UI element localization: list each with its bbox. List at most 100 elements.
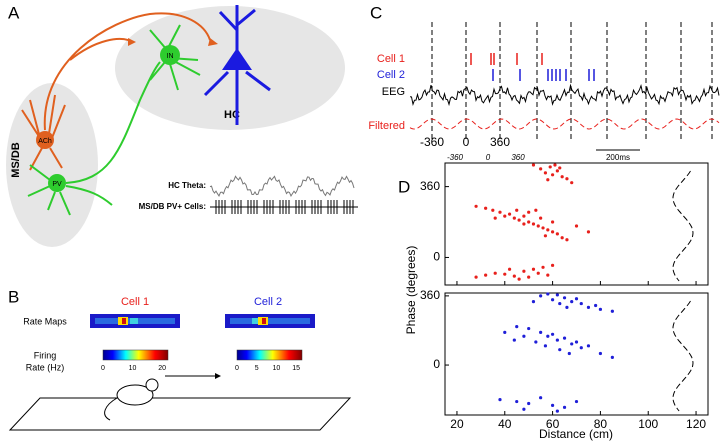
point bbox=[474, 204, 478, 208]
row-label: Rate (Hz) bbox=[26, 362, 65, 372]
point bbox=[484, 206, 488, 210]
colorbar bbox=[236, 349, 303, 361]
point bbox=[527, 210, 531, 214]
point bbox=[586, 305, 591, 310]
rate-map bbox=[90, 314, 315, 328]
point bbox=[498, 210, 502, 214]
point bbox=[474, 275, 478, 279]
colorbar-tick-label: 15 bbox=[292, 365, 300, 372]
point bbox=[527, 220, 531, 224]
colorbar-tick-label: 5 bbox=[255, 365, 259, 372]
trace-label: HC Theta: bbox=[168, 181, 206, 190]
point bbox=[570, 342, 574, 346]
colorbar-tick-label: 0 bbox=[101, 365, 105, 372]
y-tick-label: 0 bbox=[433, 250, 440, 264]
point bbox=[560, 236, 564, 240]
point bbox=[586, 344, 591, 348]
plot-frame bbox=[444, 292, 709, 416]
ach-soma bbox=[36, 131, 54, 149]
point bbox=[531, 222, 536, 226]
point bbox=[574, 297, 579, 301]
point bbox=[522, 214, 526, 218]
pv-neuron bbox=[27, 24, 201, 216]
point bbox=[484, 273, 488, 277]
point bbox=[594, 303, 598, 308]
point bbox=[558, 166, 562, 170]
spike-train bbox=[215, 200, 354, 214]
point bbox=[574, 340, 579, 344]
point bbox=[598, 307, 603, 311]
msdb-region bbox=[6, 83, 98, 247]
point bbox=[555, 169, 559, 173]
point bbox=[503, 330, 507, 334]
point bbox=[507, 267, 512, 271]
point bbox=[610, 309, 614, 313]
point bbox=[534, 340, 538, 344]
colorbar bbox=[102, 349, 169, 361]
trace-label: Filtered bbox=[368, 120, 405, 132]
colorbar-tick-label: 10 bbox=[129, 365, 137, 372]
colorbar-tick-label: 20 bbox=[158, 365, 166, 372]
trace-label: MS/DB PV+ Cells: bbox=[139, 202, 206, 211]
point bbox=[527, 326, 531, 331]
point bbox=[550, 298, 555, 302]
point bbox=[550, 263, 555, 267]
cell1-spikes bbox=[470, 53, 543, 65]
point bbox=[531, 163, 536, 167]
point bbox=[560, 175, 564, 179]
point bbox=[517, 277, 521, 281]
point bbox=[503, 214, 507, 218]
phase-label: -360 bbox=[420, 135, 444, 149]
point bbox=[565, 238, 569, 242]
point bbox=[541, 226, 545, 230]
y-tick-label: 360 bbox=[420, 179, 440, 193]
point bbox=[562, 405, 567, 409]
x-tick-label: 20 bbox=[450, 417, 464, 431]
point bbox=[493, 271, 497, 275]
panel-label: B bbox=[8, 287, 19, 306]
point bbox=[555, 338, 559, 342]
cell-name: Cell 2 bbox=[254, 296, 282, 308]
point bbox=[534, 208, 538, 212]
point bbox=[507, 212, 512, 216]
trace-label: EEG bbox=[382, 86, 405, 98]
theta-trace bbox=[209, 175, 355, 197]
point bbox=[543, 344, 548, 348]
point bbox=[553, 163, 557, 167]
phase-label-small: -360 bbox=[447, 153, 464, 162]
x-tick-label: 120 bbox=[686, 417, 706, 431]
colorbar-tick-label: 0 bbox=[235, 365, 239, 372]
point bbox=[562, 296, 567, 300]
cell-label: IN bbox=[167, 53, 174, 60]
x-tick-label: 100 bbox=[638, 417, 658, 431]
cell-name: Cell 1 bbox=[121, 296, 149, 308]
point bbox=[565, 177, 569, 181]
phase-label: 0 bbox=[463, 135, 470, 149]
point bbox=[543, 234, 548, 238]
phase-label: 360 bbox=[490, 135, 510, 149]
point bbox=[522, 269, 526, 273]
point bbox=[579, 346, 583, 350]
point bbox=[512, 274, 516, 278]
pyramidal-neuron bbox=[203, 5, 271, 125]
row-label: Firing bbox=[34, 350, 57, 360]
point bbox=[550, 173, 555, 177]
point bbox=[498, 398, 502, 402]
track bbox=[8, 397, 352, 431]
point bbox=[579, 301, 583, 306]
y-tick-label: 360 bbox=[420, 288, 440, 302]
point bbox=[539, 330, 543, 334]
point bbox=[550, 332, 555, 336]
point bbox=[527, 275, 531, 279]
point bbox=[522, 222, 526, 226]
point bbox=[531, 300, 536, 304]
point bbox=[536, 271, 540, 275]
point bbox=[543, 171, 548, 175]
point bbox=[515, 325, 519, 329]
point bbox=[598, 351, 603, 356]
point bbox=[550, 403, 555, 407]
eeg-trace bbox=[409, 83, 720, 107]
point bbox=[539, 396, 543, 400]
row-label: Rate Maps bbox=[23, 316, 67, 326]
point bbox=[555, 232, 559, 236]
